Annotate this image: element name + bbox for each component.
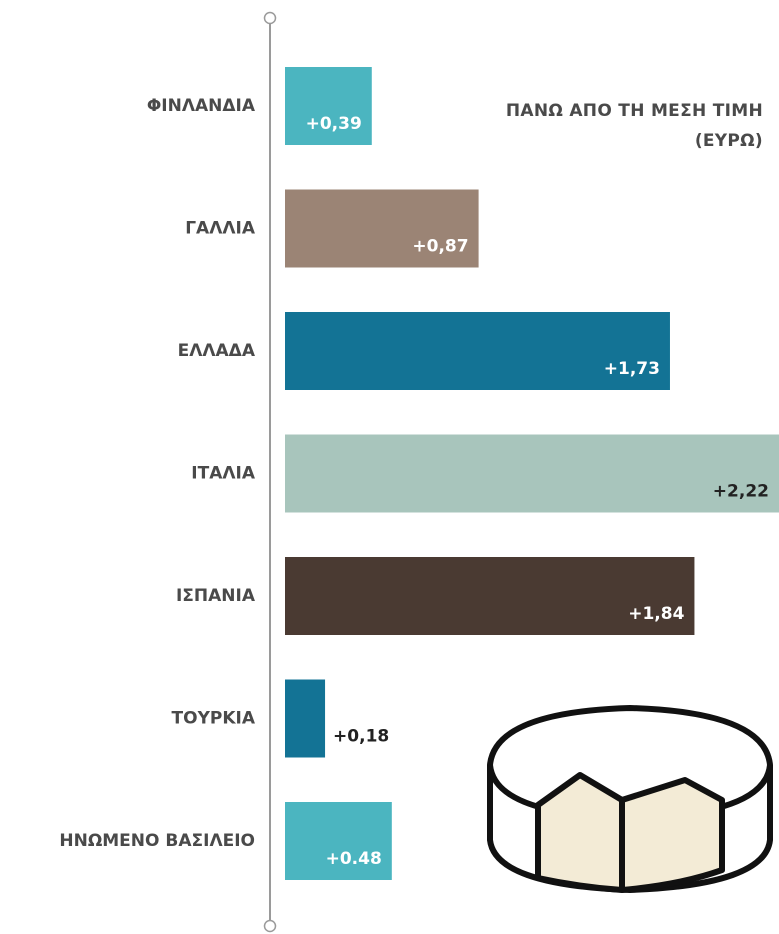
bar [285,312,670,390]
bar [285,189,479,268]
category-label: ΦΙΝΛΑΝΔΙΑ [147,96,256,116]
value-label: +1,73 [604,359,660,379]
value-label: +0,87 [412,237,468,257]
bar [285,557,695,635]
category-label: ΙΣΠΑΝΙΑ [176,586,256,606]
axis-cap [263,919,277,933]
bar [285,434,779,513]
category-label: ΗΝΩΜΕΝΟ ΒΑΣΙΛΕΙΟ [59,831,255,851]
cheese-icon [487,705,773,893]
value-label: +0,39 [306,114,362,134]
value-label: +1,84 [628,604,684,624]
bar [285,802,392,880]
axis-cap [263,11,277,25]
bar [285,679,326,758]
value-label: +0.48 [326,849,382,869]
category-label: ΤΟΥΡΚΙΑ [172,709,256,729]
value-label: +2,22 [713,482,769,502]
value-label: +0,18 [333,727,389,747]
category-label: ΓΑΛΛΙΑ [185,219,256,239]
category-label: ΙΤΑΛΙΑ [191,464,256,484]
chart-title: ΠΑΝΩ ΑΠΟ ΤΗ ΜΕΣΗ ΤΙΜΗ (ΕΥΡΩ) [505,101,763,151]
bar [285,67,372,145]
category-label: ΕΛΛΑΔΑ [178,341,256,361]
